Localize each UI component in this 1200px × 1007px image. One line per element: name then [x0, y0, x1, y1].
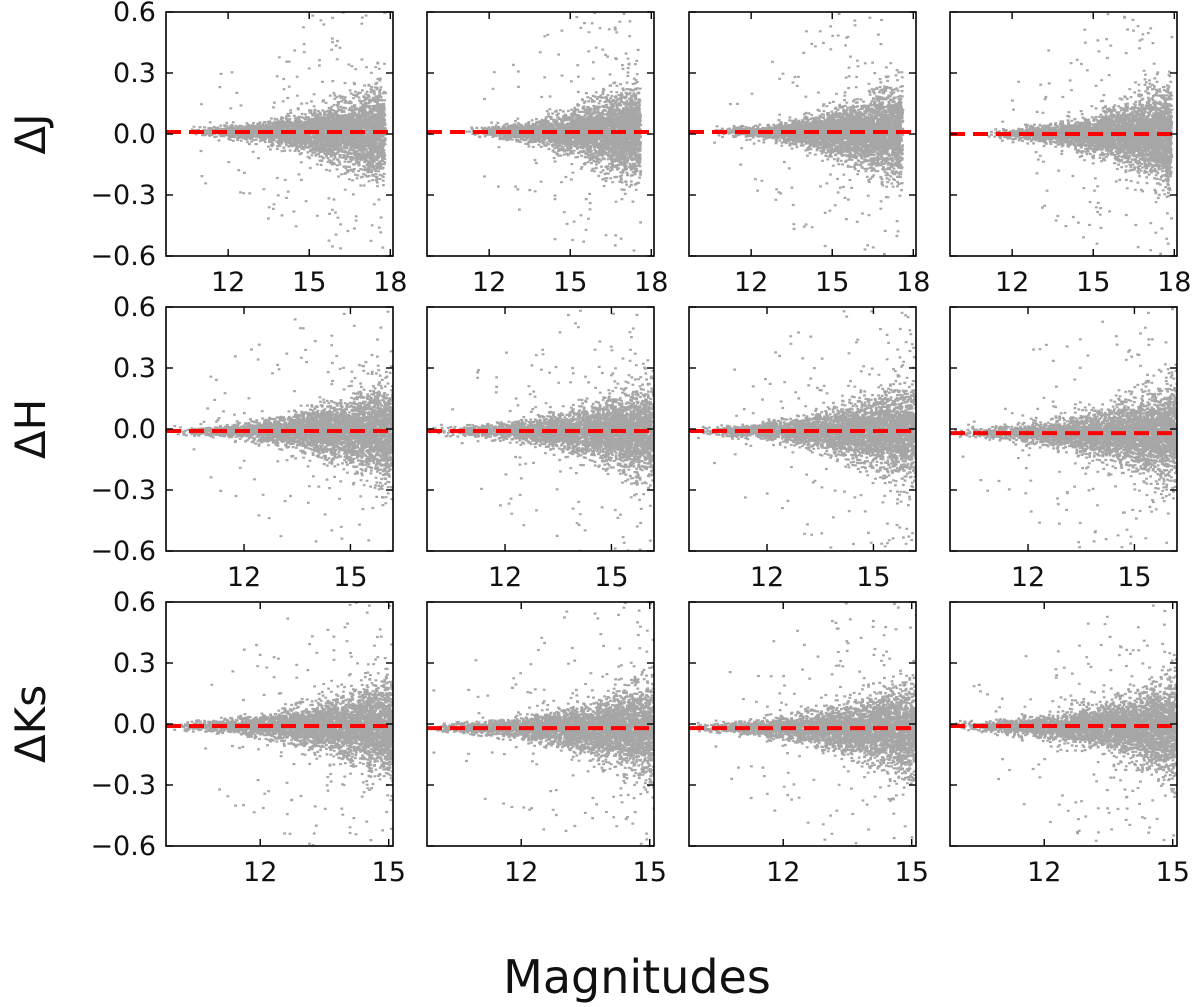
y-tick-label: 0.6 [113, 0, 156, 28]
x-tick-label: 15 [815, 267, 849, 298]
y-tick-label: 0.3 [113, 648, 156, 679]
scatter-points [954, 307, 1177, 549]
x-tick-label: 12 [750, 562, 784, 593]
y-tick-label: 0.0 [113, 119, 156, 150]
x-tick-label: 15 [1076, 267, 1110, 298]
y-tick-label: 0.0 [113, 709, 156, 740]
row-label: ΔKs [6, 685, 55, 763]
panel-3-2: 12 15 [426, 601, 667, 888]
panel-1-3: 12 15 18 [688, 11, 930, 298]
x-tick-label: 15 [594, 562, 628, 593]
y-tick-label: 0.3 [113, 58, 156, 89]
scatter-points [713, 12, 905, 256]
panel-1-4: 12 15 18 [949, 11, 1191, 298]
panel-3-4: 12 15 [949, 601, 1190, 888]
x-tick-label: 18 [896, 267, 930, 298]
panel-2-3: 12 15 [688, 306, 917, 593]
x-tick-label: 12 [995, 267, 1029, 298]
x-tick-label: 15 [553, 267, 587, 298]
x-tick-label: 15 [1117, 562, 1151, 593]
panel-3-3: 12 15 [688, 601, 929, 888]
x-tick-label: 12 [472, 267, 506, 298]
row-label: ΔH [6, 399, 55, 459]
y-tick-label: 0.6 [113, 587, 156, 618]
y-tick-label: 0.0 [113, 414, 156, 445]
y-tick-label: −0.3 [90, 180, 156, 211]
x-tick-label: 12 [211, 267, 245, 298]
scatter-points [987, 13, 1174, 255]
panel-1-1: −0.6 −0.3 0.0 0.3 0.6 12 15 18 ΔJ [6, 0, 407, 298]
x-tick-label: 15 [292, 267, 326, 298]
scatter-points [697, 307, 916, 549]
scatter-points [190, 12, 387, 256]
row-label: ΔJ [6, 113, 55, 154]
x-tick-label: 15 [895, 857, 929, 888]
y-tick-label: −0.6 [90, 536, 156, 567]
x-tick-label: 12 [488, 562, 522, 593]
x-tick-label: 12 [1011, 562, 1045, 593]
x-tick-label: 12 [243, 857, 277, 888]
x-tick-label: 15 [856, 562, 890, 593]
y-tick-label: 0.3 [113, 353, 156, 384]
y-tick-label: −0.6 [90, 241, 156, 272]
x-tick-label: 12 [766, 857, 800, 888]
x-tick-label: 15 [633, 857, 667, 888]
panel-2-4: 12 15 [949, 306, 1178, 593]
scatter-points [465, 12, 643, 256]
x-tick-label: 12 [227, 562, 261, 593]
y-tick-label: −0.3 [90, 475, 156, 506]
x-tick-label: 12 [504, 857, 538, 888]
x-tick-label: 18 [1157, 267, 1191, 298]
x-tick-label: 12 [734, 267, 768, 298]
y-tick-label: −0.3 [90, 770, 156, 801]
x-tick-label: 18 [373, 267, 407, 298]
x-tick-label: 18 [634, 267, 668, 298]
panel-2-2: 12 15 [426, 306, 655, 593]
x-tick-label: 15 [333, 562, 367, 593]
y-tick-label: 0.6 [113, 292, 156, 323]
y-tick-label: −0.6 [90, 831, 156, 862]
scatter-points [170, 602, 393, 846]
x-axis-title: Magnitudes [503, 950, 771, 1004]
panel-3-1: −0.6 −0.3 0.0 0.3 0.6 12 15 ΔKs [6, 587, 406, 888]
x-tick-label: 15 [372, 857, 406, 888]
x-tick-label: 15 [1156, 857, 1190, 888]
panel-2-1: −0.6 −0.3 0.0 0.3 0.6 12 15 ΔH [6, 292, 394, 593]
x-tick-label: 12 [1027, 857, 1061, 888]
panel-1-2: 12 15 18 [426, 11, 668, 298]
